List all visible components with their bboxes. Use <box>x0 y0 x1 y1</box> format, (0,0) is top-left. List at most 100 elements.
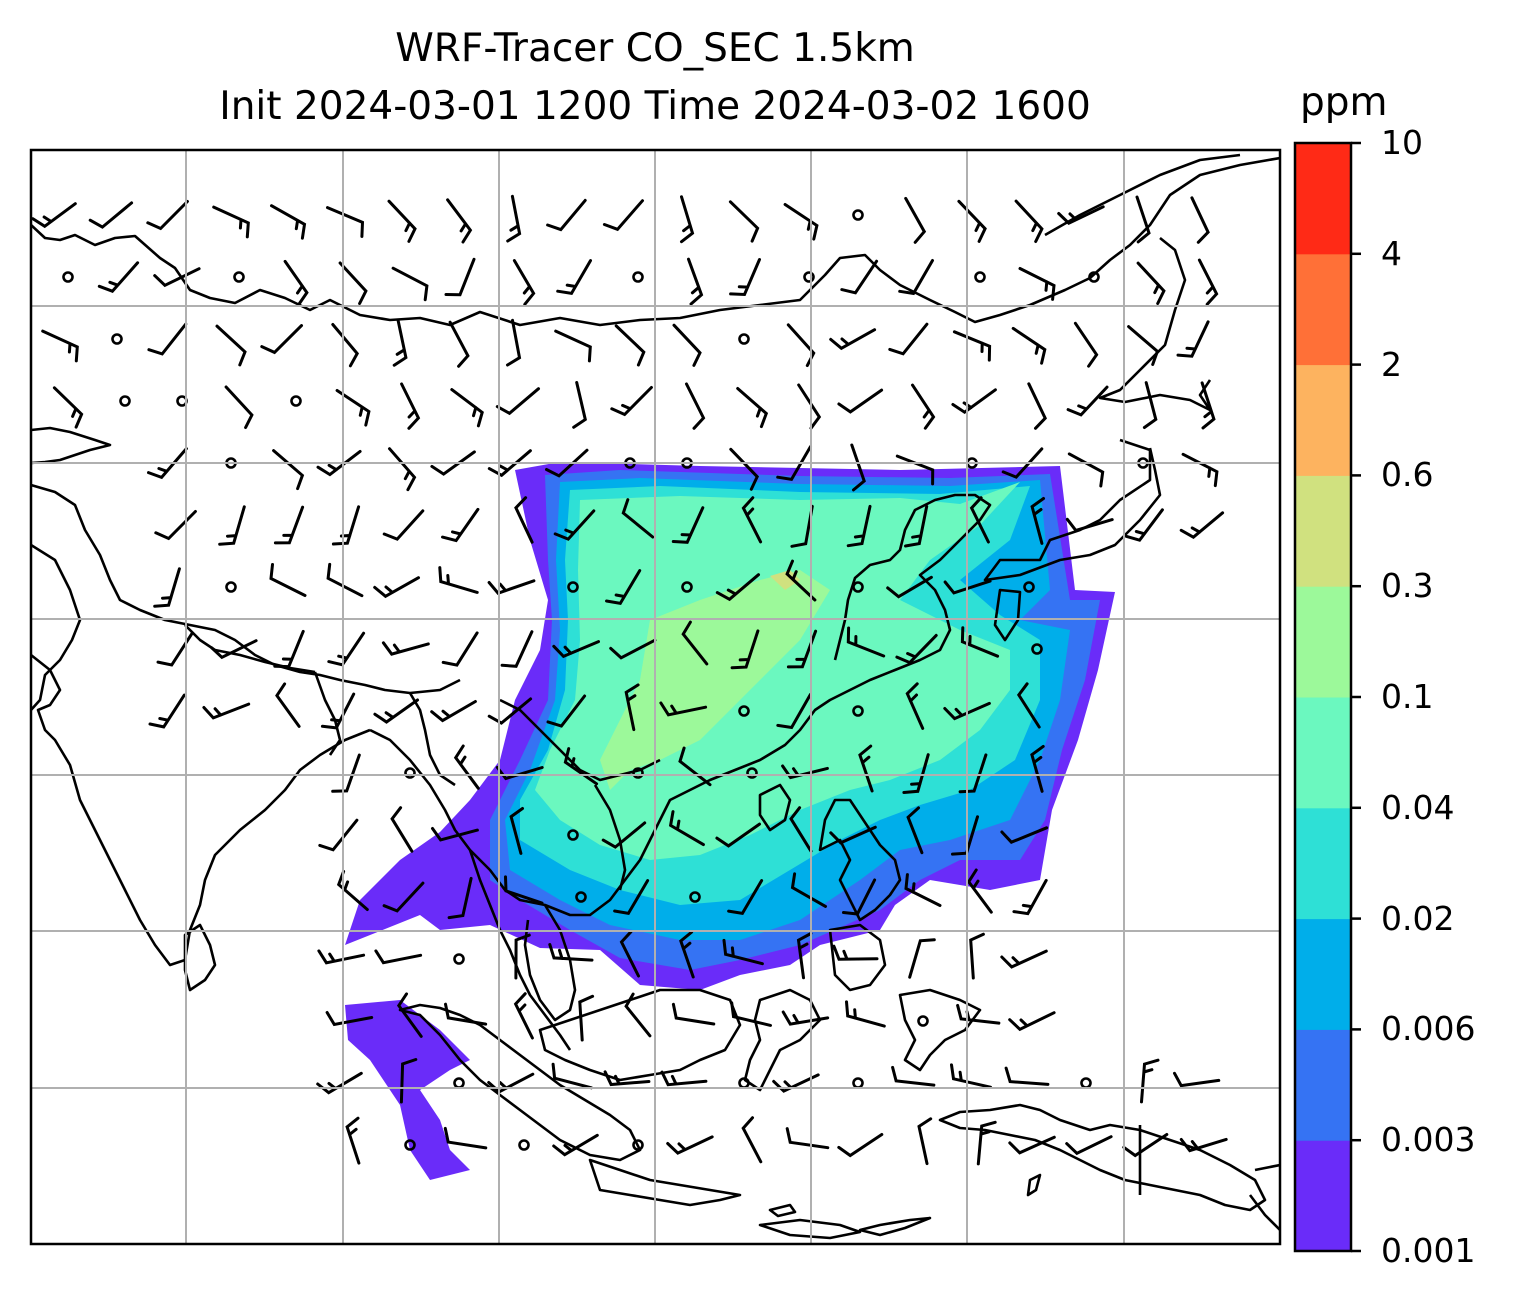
wind-barb <box>275 682 301 728</box>
calm-wind-circle <box>518 1139 530 1151</box>
wind-barb <box>512 259 536 306</box>
calm-wind-circle <box>852 209 864 221</box>
wind-barb <box>846 504 872 548</box>
calm-wind-circle <box>974 271 986 283</box>
wind-barb <box>781 1010 830 1026</box>
wind-barb <box>487 579 536 595</box>
wind-barb <box>842 878 877 916</box>
wind-barb <box>614 324 646 367</box>
wind-barb <box>685 382 706 430</box>
wind-barb <box>273 505 305 545</box>
wind-barb <box>153 267 201 288</box>
calm-wind-circle <box>738 333 750 345</box>
colorbar-segment <box>1295 807 1351 920</box>
wind-barb <box>448 320 470 368</box>
wind-barb <box>1124 508 1164 542</box>
wind-barb <box>546 694 587 728</box>
wind-barb <box>210 639 258 660</box>
wind-barb <box>283 259 309 306</box>
colorbar-segment <box>1295 586 1351 698</box>
wind-barb <box>374 949 423 965</box>
calm-wind-circle <box>632 1139 644 1151</box>
wind-barb <box>391 266 429 302</box>
wind-barb <box>786 323 816 368</box>
colorbar-tick-label: 0.003 <box>1381 1120 1476 1160</box>
colorbar-segment <box>1295 1029 1351 1141</box>
wind-barb <box>500 630 534 668</box>
wind-barb <box>679 930 695 979</box>
wind-barb <box>671 1002 716 1026</box>
calm-wind-circle <box>632 767 644 779</box>
wind-barb <box>609 638 657 660</box>
wind-barb <box>891 1065 936 1087</box>
wind-barb <box>659 701 708 717</box>
calm-wind-circle <box>1088 271 1100 283</box>
wind-barb <box>621 498 655 539</box>
wind-barb <box>681 620 709 666</box>
wind-barb <box>556 259 592 296</box>
wind-barb <box>373 576 420 599</box>
wind-barb <box>943 701 991 721</box>
wind-barb <box>441 507 480 543</box>
colorbar-tick-label: 2 <box>1381 344 1402 384</box>
wind-barb <box>601 821 647 849</box>
wind-barb <box>1001 447 1044 479</box>
colorbar-tick-label: 0.6 <box>1381 455 1434 495</box>
wind-barb <box>1011 326 1047 365</box>
calm-wind-circle <box>1023 581 1035 593</box>
wind-barb <box>904 504 929 548</box>
wind-barbs <box>31 194 1228 1166</box>
wind-barb <box>147 322 188 356</box>
wind-barb <box>1016 682 1041 729</box>
wind-barb <box>904 873 942 907</box>
wind-barb <box>443 1126 488 1150</box>
wind-barb <box>730 1001 772 1027</box>
wind-barb <box>1179 511 1225 540</box>
wind-barb <box>447 876 473 920</box>
wind-barb <box>320 692 356 730</box>
colorbar-tick-label: 0.1 <box>1381 677 1434 716</box>
wind-barb <box>785 1127 830 1150</box>
wind-barb <box>895 454 935 486</box>
wind-barb <box>553 509 596 541</box>
plume-level-0.3 <box>770 570 800 590</box>
wind-barb <box>514 933 531 980</box>
wind-barb <box>1197 258 1219 306</box>
wind-barb <box>1065 517 1114 533</box>
wind-barb <box>917 1117 933 1166</box>
wind-barb <box>382 881 425 913</box>
wind-barb <box>960 626 1000 658</box>
calm-wind-circle <box>852 581 864 593</box>
wind-barb <box>430 450 476 476</box>
wind-barb <box>1065 1135 1113 1156</box>
colorbar-segment <box>1295 918 1351 1030</box>
wind-barb <box>572 381 587 429</box>
wind-barb <box>1181 452 1219 488</box>
wind-barb <box>728 200 760 243</box>
wind-barb <box>715 573 760 602</box>
wind-barb <box>487 449 532 478</box>
wind-barb <box>846 626 886 658</box>
wind-barb <box>911 383 936 430</box>
colorbar-segment <box>1295 143 1351 255</box>
wind-barb <box>327 631 366 667</box>
colorbar-tick-label: 0.006 <box>1381 1009 1476 1049</box>
wind-barb <box>202 702 251 720</box>
wind-barb <box>331 505 361 546</box>
wind-barb <box>976 1120 997 1166</box>
wind-barb <box>396 992 423 1038</box>
wind-barb <box>316 449 362 477</box>
wind-barb <box>88 201 134 229</box>
wind-barb <box>602 199 644 232</box>
wind-barb <box>850 443 866 492</box>
wind-barb <box>895 633 938 665</box>
wind-barb <box>951 388 997 415</box>
wind-barb <box>399 1058 418 1104</box>
calm-wind-circle <box>1031 643 1043 655</box>
wind-barb <box>969 496 990 544</box>
calm-wind-circle <box>404 767 416 779</box>
calm-wind-circle <box>575 891 587 903</box>
wind-barb <box>331 323 360 368</box>
wind-barb <box>624 683 640 732</box>
